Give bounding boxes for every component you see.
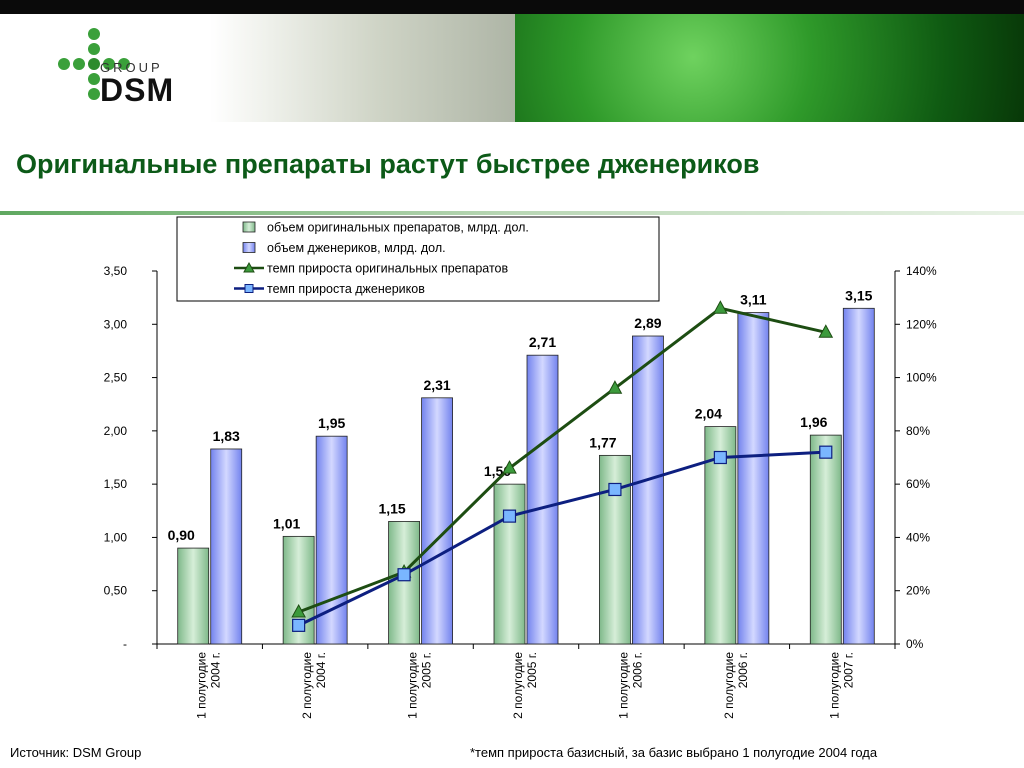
point-original-growth: [607, 380, 623, 394]
legend-label: темп прироста дженериков: [267, 282, 425, 296]
y-tick-label: 3,50: [104, 264, 128, 278]
point-generic-growth: [713, 450, 727, 465]
data-label-generic: 1,95: [318, 415, 345, 431]
y-tick-label: 3,00: [104, 317, 128, 331]
y-tick-label: 1,00: [104, 530, 128, 544]
point-generic-growth: [608, 482, 622, 497]
bar-generic: [737, 312, 770, 645]
data-label-generic: 2,89: [634, 315, 661, 331]
x-tick-label: 2 полугодие: [722, 652, 736, 719]
source-note: Источник: DSM Group: [10, 745, 142, 760]
y-tick-label: 0,50: [104, 584, 128, 598]
legend-marker: [243, 261, 255, 273]
x-tick-label: 1 полугодие: [406, 652, 420, 719]
data-label-generic: 1,83: [213, 428, 240, 444]
x-tick-label: 2005 г.: [420, 652, 434, 688]
point-original-growth: [818, 324, 834, 338]
bar-generic: [526, 354, 559, 645]
y2-tick-label: 80%: [906, 424, 930, 438]
line-original-growth: [298, 306, 827, 614]
legend-marker: [244, 284, 254, 293]
x-tick-label: 2006 г.: [630, 652, 644, 688]
bar-original: [493, 483, 526, 645]
legend-swatch: [242, 221, 256, 233]
header-banner: GROUP DSM: [0, 0, 1024, 122]
y2-tick-label: 0%: [906, 637, 924, 651]
data-label-original: 1,01: [273, 515, 300, 531]
logo-group-text: GROUP: [100, 60, 163, 75]
y-tick-label: 2,00: [104, 424, 128, 438]
x-tick-label-group: 2 полугодие 2005 г.: [511, 652, 539, 719]
green-dot-cross-logo: [58, 28, 130, 100]
bar-original: [388, 521, 420, 645]
data-label-generic: 2,71: [529, 334, 556, 350]
x-tick-label-group: 1 полугодие 2004 г.: [195, 652, 223, 719]
y2-tick-label: 40%: [906, 530, 930, 544]
x-tick-label: 2 полугодие: [300, 652, 314, 719]
banner-photo-left: [210, 14, 656, 122]
bar-generic: [421, 397, 453, 645]
x-tick-label: 2004 г.: [314, 652, 328, 688]
point-original-growth: [291, 603, 306, 618]
legend-label: темп прироста оригинальных препаратов: [267, 262, 508, 276]
x-tick-label-group: 1 полугодие 2005 г.: [406, 652, 434, 719]
y2-tick-label: 60%: [906, 477, 930, 491]
x-tick-label: 2006 г.: [736, 652, 750, 688]
x-tick-label-group: 1 полугодие 2006 г.: [616, 652, 644, 719]
x-tick-label: 2007 г.: [841, 652, 855, 688]
x-tick-label: 2 полугодие: [511, 652, 525, 719]
bar-generic: [210, 448, 243, 645]
x-tick-label: 2005 г.: [525, 652, 539, 688]
point-generic-growth: [819, 445, 833, 459]
x-tick-label: 2004 г.: [209, 652, 223, 688]
x-tick-label-group: 2 полугодие 2004 г.: [300, 652, 328, 719]
data-label-original: 0,90: [168, 527, 195, 543]
data-label-generic: 3,15: [845, 287, 872, 303]
data-label-generic: 2,31: [423, 377, 450, 393]
y2-tick-label: 100%: [906, 371, 937, 385]
x-tick-label: 1 полугодие: [827, 652, 841, 719]
data-label-original: 1,15: [378, 500, 405, 516]
banner-photo-right: [515, 14, 1024, 122]
y-tick-label: 2,50: [104, 371, 128, 385]
point-generic-growth: [502, 509, 517, 523]
x-tick-label-group: 2 полугодие 2006 г.: [722, 652, 750, 719]
y-tick-label: -: [123, 637, 127, 651]
y2-tick-label: 20%: [906, 584, 930, 598]
legend-swatch: [242, 242, 256, 253]
legend: [176, 216, 660, 302]
page-title: Оригинальные препараты растут быстрее дж…: [16, 149, 760, 179]
bar-original: [177, 547, 210, 645]
y2-tick-label: 140%: [906, 264, 937, 278]
x-tick-label: 1 полугодие: [616, 652, 630, 719]
x-tick-label-group: 1 полугодие 2007 г.: [827, 652, 855, 719]
y-tick-label: 1,50: [104, 477, 128, 491]
data-label-original: 1,96: [800, 414, 827, 430]
legend-label: объем дженериков, млрд. дол.: [267, 241, 446, 255]
logo-dsm-text: DSM: [100, 72, 175, 108]
bar-generic: [842, 307, 875, 645]
bar-generic: [315, 435, 348, 645]
x-tick-label: 1 полугодие: [195, 652, 209, 719]
data-label-original: 1,77: [589, 434, 616, 450]
bar-original: [809, 434, 842, 645]
point-original-growth: [713, 300, 728, 314]
title-divider: [0, 211, 1024, 215]
legend-label: объем оригинальных препаратов, млрд. дол…: [267, 221, 529, 235]
bar-original: [282, 535, 315, 645]
footnote: *темп прироста базисный, за базис выбран…: [470, 745, 878, 760]
point-generic-growth: [397, 568, 411, 582]
bar-generic: [632, 335, 664, 645]
data-label-generic: 3,11: [740, 292, 767, 308]
point-generic-growth: [292, 618, 306, 632]
line-generic-growth: [297, 450, 826, 627]
data-label-original: 2,04: [695, 406, 722, 422]
point-original-growth: [502, 460, 517, 474]
y2-tick-label: 120%: [906, 317, 937, 331]
